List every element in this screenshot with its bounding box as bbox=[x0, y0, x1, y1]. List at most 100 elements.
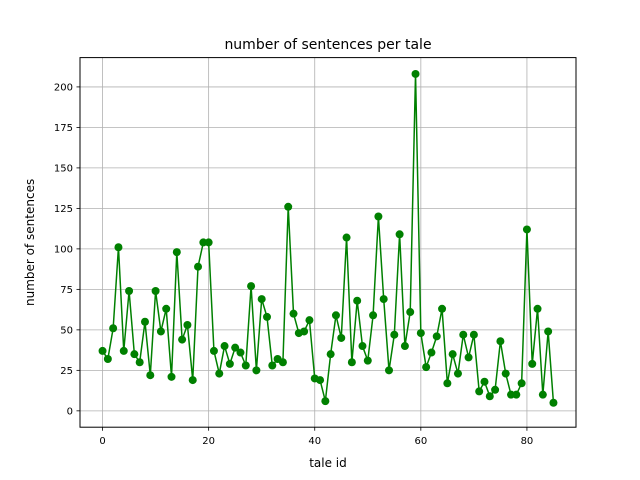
data-point bbox=[374, 212, 383, 221]
data-point bbox=[443, 379, 452, 388]
data-point bbox=[262, 312, 271, 321]
data-point bbox=[326, 350, 335, 359]
data-point bbox=[469, 330, 478, 339]
data-point bbox=[347, 358, 356, 367]
data-point bbox=[146, 371, 155, 380]
data-point bbox=[379, 295, 388, 304]
data-point bbox=[98, 346, 107, 355]
data-point bbox=[241, 361, 250, 370]
data-point bbox=[247, 282, 256, 291]
data-point bbox=[363, 356, 372, 365]
data-point bbox=[448, 350, 457, 359]
x-tick-label: 40 bbox=[308, 436, 321, 447]
y-tick-label: 200 bbox=[54, 82, 73, 93]
y-tick-label: 125 bbox=[54, 204, 73, 215]
data-point bbox=[411, 69, 420, 78]
y-tick-label: 175 bbox=[54, 123, 73, 134]
data-point bbox=[549, 398, 558, 407]
series-line bbox=[101, 73, 555, 403]
data-point bbox=[103, 355, 112, 364]
data-point bbox=[321, 397, 330, 406]
y-tick-label: 150 bbox=[54, 163, 73, 174]
data-point bbox=[480, 377, 489, 386]
data-point bbox=[204, 238, 213, 247]
data-point bbox=[544, 327, 553, 336]
data-point bbox=[331, 311, 340, 320]
y-tick-label: 75 bbox=[60, 285, 73, 296]
data-point bbox=[342, 233, 351, 242]
data-point bbox=[406, 308, 415, 317]
data-point bbox=[268, 361, 277, 370]
data-point bbox=[135, 358, 144, 367]
data-point bbox=[300, 327, 309, 336]
plot-frame bbox=[79, 57, 577, 428]
y-tick-label: 50 bbox=[60, 325, 73, 336]
y-tick-label: 0 bbox=[67, 406, 73, 417]
data-point bbox=[316, 376, 325, 385]
data-point bbox=[162, 304, 171, 313]
y-tick-label: 25 bbox=[60, 366, 73, 377]
data-point bbox=[278, 358, 287, 367]
data-point bbox=[151, 286, 160, 295]
data-point bbox=[167, 372, 176, 381]
data-point bbox=[231, 343, 240, 352]
y-axis-label: number of sentences bbox=[23, 179, 37, 306]
data-series bbox=[98, 69, 558, 407]
data-point bbox=[257, 295, 266, 304]
x-tick-label: 0 bbox=[99, 436, 105, 447]
data-point bbox=[496, 337, 505, 346]
data-point bbox=[538, 390, 547, 399]
data-point bbox=[459, 330, 468, 339]
data-point bbox=[453, 369, 462, 378]
chart-title: number of sentences per tale bbox=[224, 37, 431, 53]
data-point bbox=[485, 392, 494, 401]
data-point bbox=[183, 321, 192, 330]
data-point bbox=[337, 333, 346, 342]
data-point bbox=[501, 369, 510, 378]
data-point bbox=[475, 387, 484, 396]
data-point bbox=[114, 243, 123, 252]
data-point bbox=[464, 353, 473, 362]
data-point bbox=[215, 369, 224, 378]
data-point bbox=[194, 262, 203, 271]
data-point bbox=[188, 376, 197, 385]
data-point bbox=[109, 324, 118, 333]
data-point bbox=[432, 332, 441, 341]
data-point bbox=[522, 225, 531, 234]
data-point bbox=[172, 248, 181, 257]
data-point bbox=[400, 342, 409, 351]
x-axis-label: tale id bbox=[309, 456, 347, 470]
data-point bbox=[225, 359, 234, 368]
data-point bbox=[422, 363, 431, 372]
data-point bbox=[438, 304, 447, 313]
data-point bbox=[369, 311, 378, 320]
data-point bbox=[395, 230, 404, 239]
data-point bbox=[130, 350, 139, 359]
x-tick-label: 80 bbox=[521, 436, 534, 447]
data-point bbox=[491, 385, 500, 394]
data-point bbox=[528, 359, 537, 368]
data-point bbox=[512, 390, 521, 399]
data-point bbox=[125, 286, 134, 295]
x-tick-label: 60 bbox=[414, 436, 427, 447]
y-axis-ticks: 0 25 50 75 100 125 150 175 200 bbox=[54, 82, 80, 417]
data-point bbox=[305, 316, 314, 325]
data-point bbox=[385, 366, 394, 375]
data-point bbox=[284, 202, 293, 211]
data-point bbox=[119, 346, 128, 355]
data-point bbox=[390, 330, 399, 339]
data-point bbox=[140, 317, 149, 326]
data-point bbox=[220, 342, 229, 351]
y-tick-label: 100 bbox=[54, 244, 73, 255]
data-point bbox=[178, 335, 187, 344]
data-point bbox=[252, 366, 261, 375]
data-point bbox=[289, 309, 298, 318]
x-tick-label: 20 bbox=[202, 436, 215, 447]
data-point bbox=[353, 296, 362, 305]
data-point bbox=[358, 342, 367, 351]
data-point bbox=[427, 348, 436, 357]
data-point bbox=[156, 327, 165, 336]
data-point bbox=[236, 348, 245, 357]
